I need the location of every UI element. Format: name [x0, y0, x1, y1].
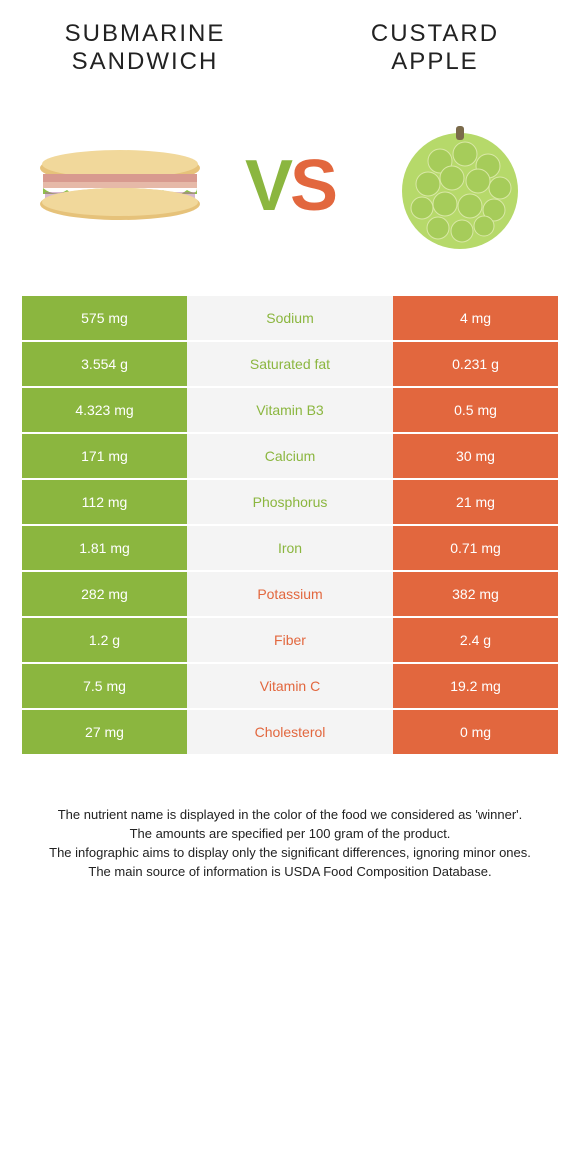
- value-right: 0.71 mg: [393, 526, 558, 570]
- footer-line3: The infographic aims to display only the…: [30, 844, 550, 863]
- table-row: 112 mgPhosphorus21 mg: [22, 480, 558, 524]
- value-left: 27 mg: [22, 710, 187, 754]
- value-right: 21 mg: [393, 480, 558, 524]
- value-right: 0.231 g: [393, 342, 558, 386]
- title-left: SUBMARINE SANDWICH: [0, 20, 290, 76]
- value-right: 382 mg: [393, 572, 558, 616]
- custard-apple-image: [370, 116, 550, 256]
- title-right-line2: APPLE: [290, 48, 580, 76]
- table-row: 282 mgPotassium382 mg: [22, 572, 558, 616]
- table-row: 1.81 mgIron0.71 mg: [22, 526, 558, 570]
- vs-label: VS: [245, 145, 335, 227]
- value-right: 19.2 mg: [393, 664, 558, 708]
- value-right: 0 mg: [393, 710, 558, 754]
- footer-line2: The amounts are specified per 100 gram o…: [30, 825, 550, 844]
- value-left: 282 mg: [22, 572, 187, 616]
- nutrient-label: Vitamin B3: [187, 388, 393, 432]
- nutrient-label: Vitamin C: [187, 664, 393, 708]
- footer-note: The nutrient name is displayed in the co…: [0, 756, 580, 881]
- nutrient-label: Cholesterol: [187, 710, 393, 754]
- product-row: VS: [0, 86, 580, 296]
- value-left: 7.5 mg: [22, 664, 187, 708]
- comparison-table: 575 mgSodium4 mg3.554 gSaturated fat0.23…: [22, 296, 558, 754]
- nutrient-label: Calcium: [187, 434, 393, 478]
- value-right: 30 mg: [393, 434, 558, 478]
- value-left: 1.81 mg: [22, 526, 187, 570]
- vs-s: S: [290, 146, 335, 226]
- sandwich-image: [30, 146, 210, 226]
- value-left: 4.323 mg: [22, 388, 187, 432]
- nutrient-label: Fiber: [187, 618, 393, 662]
- value-left: 3.554 g: [22, 342, 187, 386]
- nutrient-label: Iron: [187, 526, 393, 570]
- nutrient-label: Saturated fat: [187, 342, 393, 386]
- footer-line1: The nutrient name is displayed in the co…: [30, 806, 550, 825]
- title-right-line1: CUSTARD: [290, 20, 580, 48]
- table-row: 575 mgSodium4 mg: [22, 296, 558, 340]
- table-row: 1.2 gFiber2.4 g: [22, 618, 558, 662]
- nutrient-label: Phosphorus: [187, 480, 393, 524]
- table-row: 27 mgCholesterol0 mg: [22, 710, 558, 754]
- vs-v: V: [245, 146, 290, 226]
- title-right: CUSTARD APPLE: [290, 20, 580, 76]
- value-left: 575 mg: [22, 296, 187, 340]
- value-left: 171 mg: [22, 434, 187, 478]
- value-left: 112 mg: [22, 480, 187, 524]
- value-right: 4 mg: [393, 296, 558, 340]
- table-row: 7.5 mgVitamin C19.2 mg: [22, 664, 558, 708]
- title-left-line1: SUBMARINE: [0, 20, 290, 48]
- nutrient-label: Sodium: [187, 296, 393, 340]
- table-row: 4.323 mgVitamin B30.5 mg: [22, 388, 558, 432]
- footer-line4: The main source of information is USDA F…: [30, 863, 550, 882]
- header: SUBMARINE SANDWICH CUSTARD APPLE: [0, 0, 580, 86]
- title-left-line2: SANDWICH: [0, 48, 290, 76]
- nutrient-label: Potassium: [187, 572, 393, 616]
- value-left: 1.2 g: [22, 618, 187, 662]
- value-right: 0.5 mg: [393, 388, 558, 432]
- table-row: 3.554 gSaturated fat0.231 g: [22, 342, 558, 386]
- value-right: 2.4 g: [393, 618, 558, 662]
- table-row: 171 mgCalcium30 mg: [22, 434, 558, 478]
